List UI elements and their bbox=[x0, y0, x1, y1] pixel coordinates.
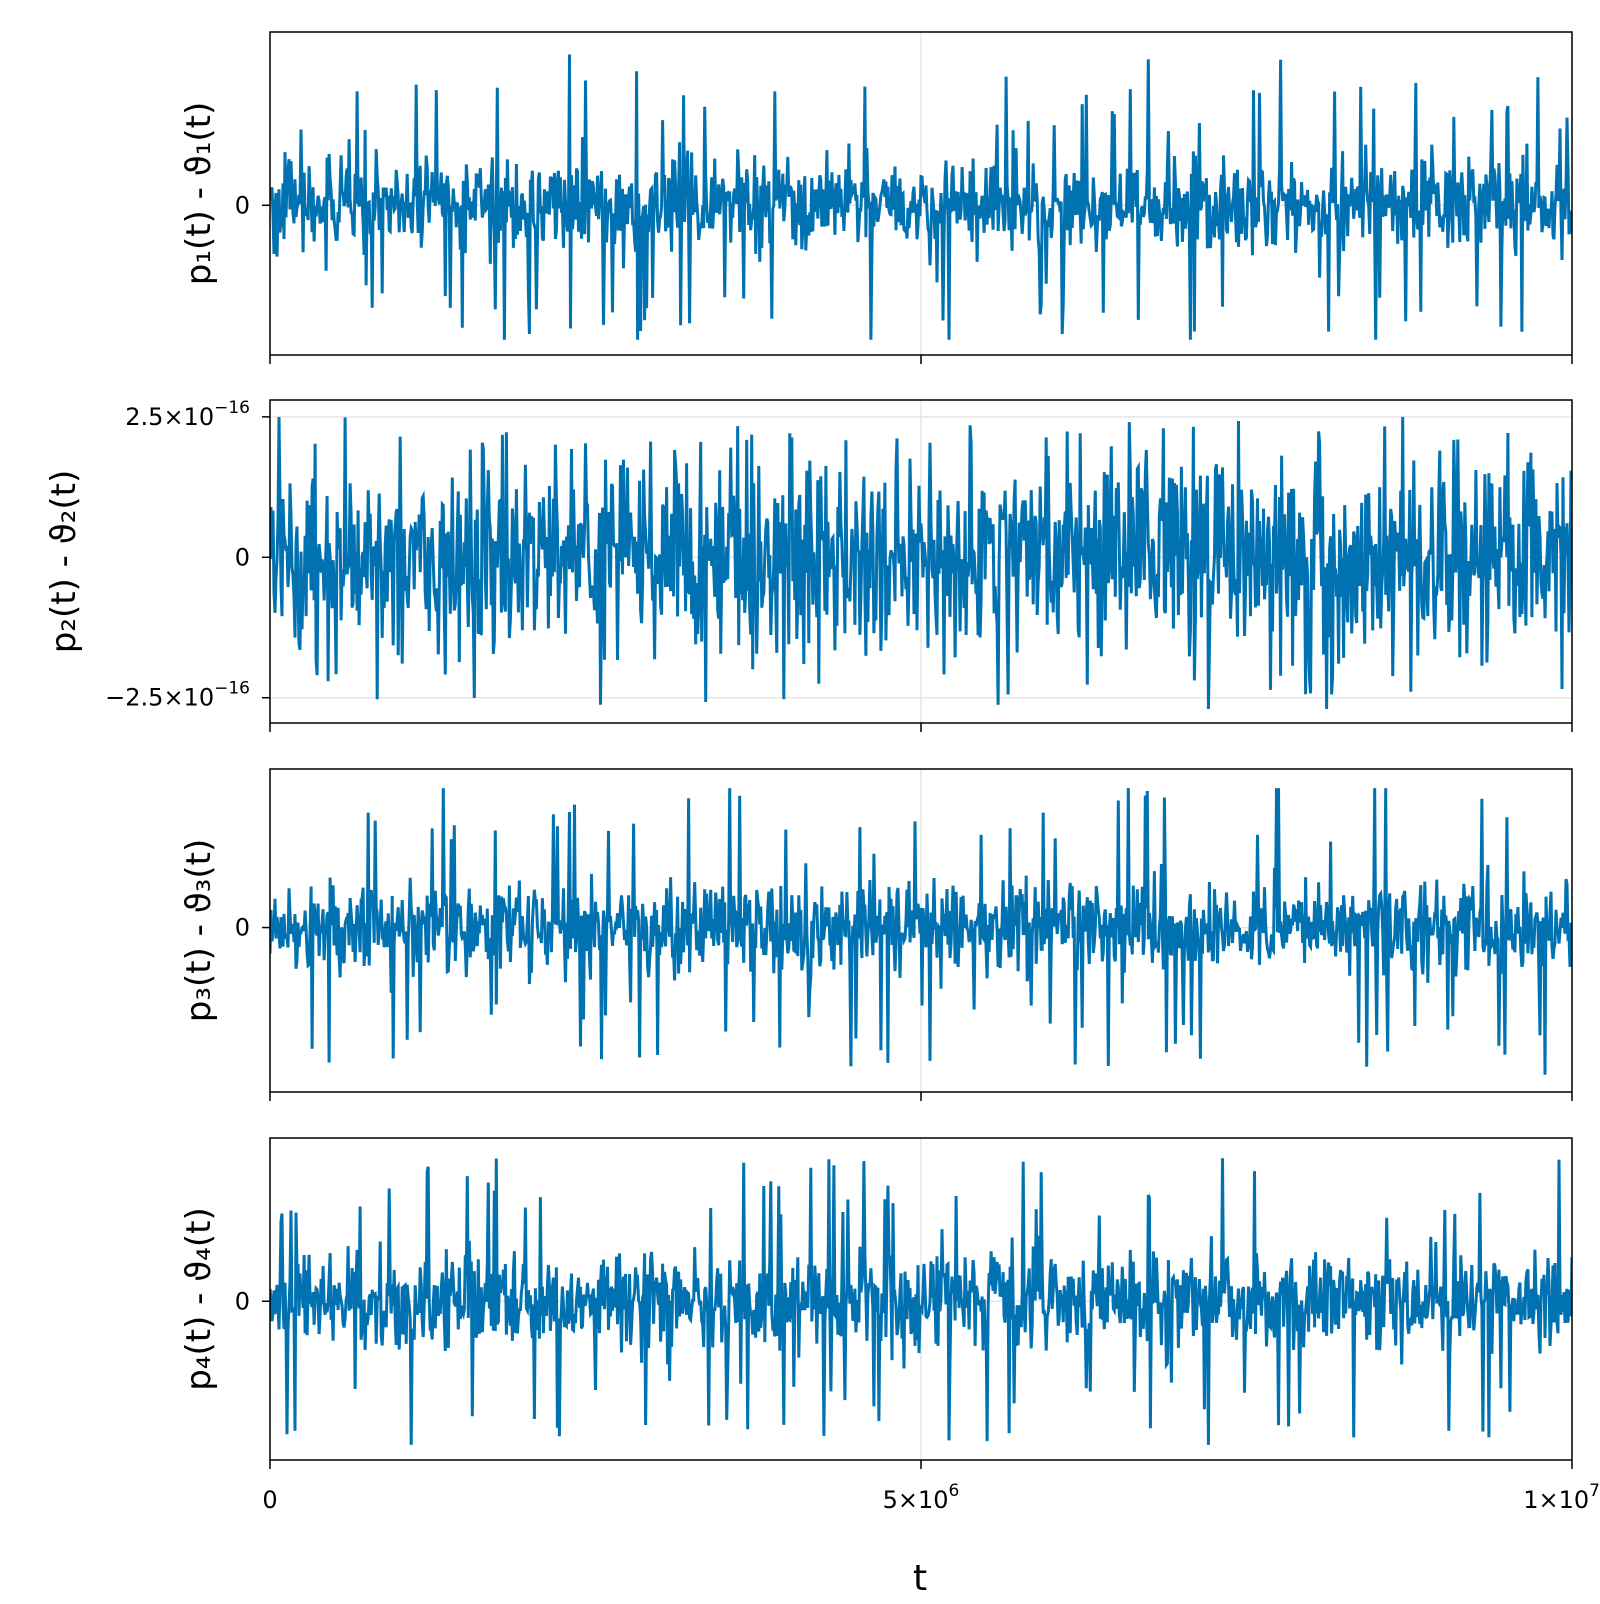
panels: 0 p₁(t) - ϑ₁(t) 2.5×10−16 0 −2.5×10−16 p₂(t) … bbox=[44, 31, 1600, 1514]
panel-1: 0 p₁(t) - ϑ₁(t) bbox=[179, 31, 1573, 364]
y-axis-label: p₄(t) - ϑ₄(t) bbox=[179, 1207, 219, 1391]
y-axis-label: p₁(t) - ϑ₁(t) bbox=[179, 102, 219, 286]
y-axis-label: p₃(t) - ϑ₃(t) bbox=[179, 839, 219, 1023]
panel-4: 0 0 5×106 1×107 p₄(t) - ϑ₄(t) bbox=[179, 1137, 1600, 1514]
y-tick-label: 0 bbox=[235, 1287, 250, 1315]
panel-2: 2.5×10−16 0 −2.5×10−16 p₂(t) - ϑ₂(t) bbox=[44, 398, 1573, 732]
y-axis-label: p₂(t) - ϑ₂(t) bbox=[44, 470, 84, 654]
series-line bbox=[270, 416, 1572, 710]
series-line bbox=[270, 54, 1572, 340]
series-line bbox=[270, 1158, 1572, 1445]
y-tick-label: 0 bbox=[235, 543, 250, 571]
x-axis-label: t bbox=[913, 1558, 927, 1599]
x-tick-label: 5×106 bbox=[883, 1481, 960, 1514]
series-line bbox=[270, 788, 1572, 1075]
y-tick-label: −2.5×10−16 bbox=[105, 679, 250, 712]
y-tick-label: 2.5×10−16 bbox=[125, 398, 250, 431]
y-tick-label: 0 bbox=[235, 191, 250, 219]
y-tick-label: 0 bbox=[235, 914, 250, 942]
x-tick-label: 0 bbox=[262, 1486, 277, 1514]
x-tick-label: 1×107 bbox=[1523, 1481, 1600, 1514]
panel-3: 0 p₃(t) - ϑ₃(t) bbox=[179, 768, 1573, 1101]
